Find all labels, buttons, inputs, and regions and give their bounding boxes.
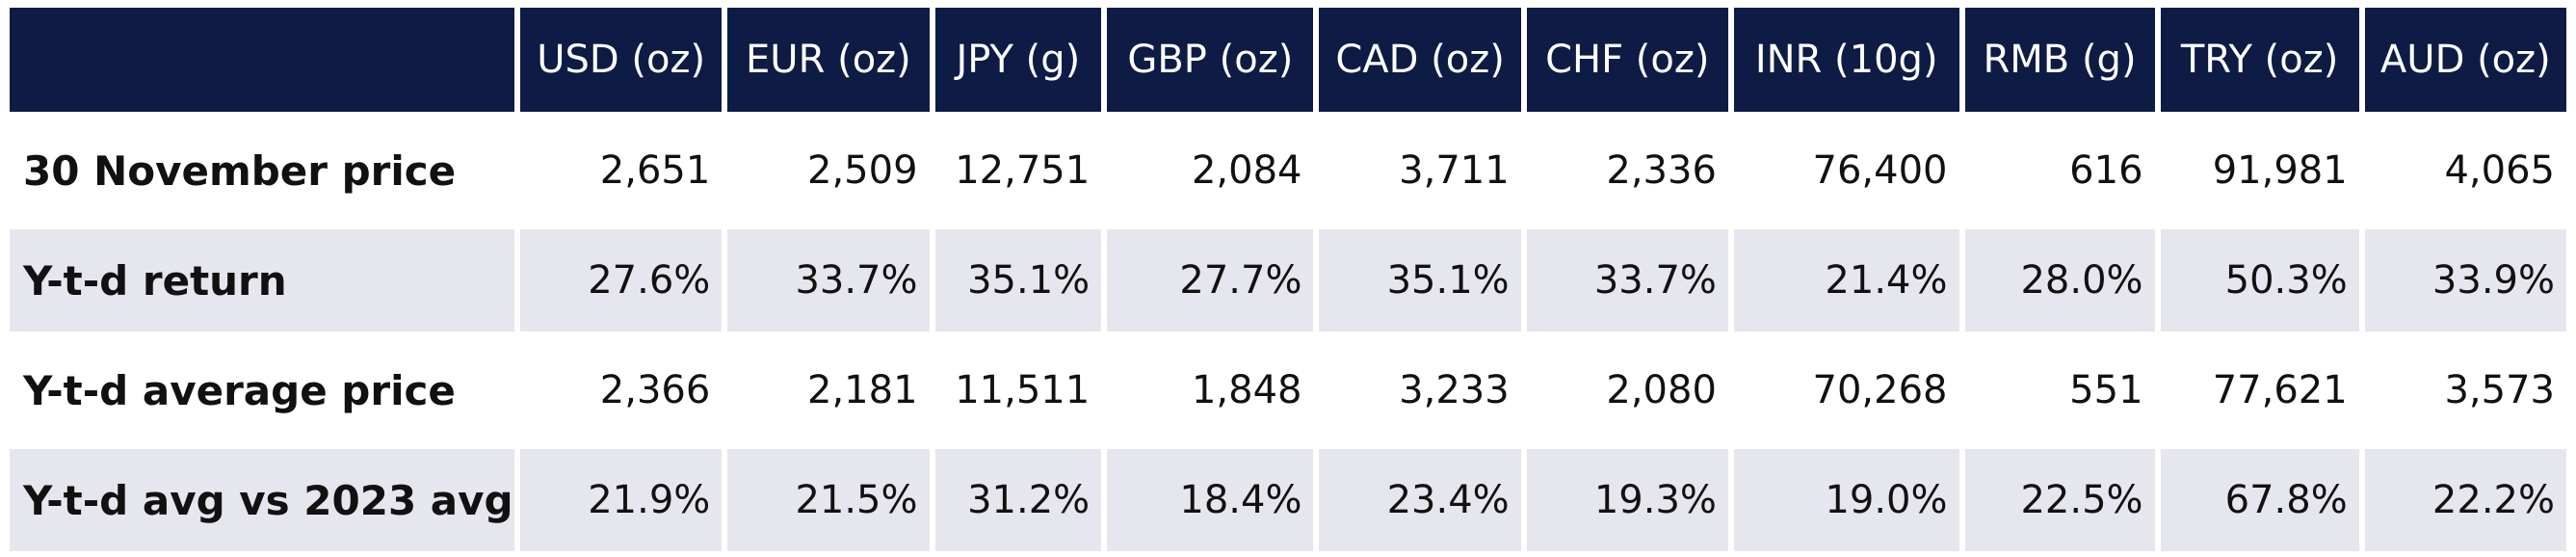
table-cell: 33.7% xyxy=(1526,229,1728,332)
table-cell: 27.6% xyxy=(520,229,723,332)
table-cell: 33.7% xyxy=(727,229,930,332)
table-cell: 1,848 xyxy=(1107,339,1314,441)
table-cell: 70,268 xyxy=(1733,339,1959,441)
column-header-aud: AUD (oz) xyxy=(2364,8,2566,112)
table-cell: 551 xyxy=(1964,339,2155,441)
table-cell: 19.0% xyxy=(1733,449,1959,551)
table-cell: 4,065 xyxy=(2364,119,2566,222)
table-cell: 21.5% xyxy=(727,449,930,551)
table-cell: 35.1% xyxy=(1319,229,1521,332)
table-cell: 23.4% xyxy=(1319,449,1521,551)
column-header-try: TRY (oz) xyxy=(2160,8,2359,112)
gold-price-table: USD (oz) EUR (oz) JPY (g) GBP (oz) CAD (… xyxy=(4,0,2572,557)
column-header-eur: EUR (oz) xyxy=(727,8,930,112)
table-cell: 27.7% xyxy=(1107,229,1314,332)
table-cell: 2,181 xyxy=(727,339,930,441)
table-cell: 67.8% xyxy=(2160,449,2359,551)
row-label: 30 November price xyxy=(10,119,515,222)
table-cell: 77,621 xyxy=(2160,339,2359,441)
table-cell: 11,511 xyxy=(934,339,1102,441)
table-cell: 12,751 xyxy=(934,119,1102,222)
table-cell: 50.3% xyxy=(2160,229,2359,332)
column-header-rmb: RMB (g) xyxy=(1964,8,2155,112)
table-cell: 3,573 xyxy=(2364,339,2566,441)
row-label: Y-t-d average price xyxy=(10,339,515,441)
corner-cell xyxy=(10,8,515,112)
table-cell: 21.4% xyxy=(1733,229,1959,332)
table-cell: 18.4% xyxy=(1107,449,1314,551)
table-cell: 3,233 xyxy=(1319,339,1521,441)
table-cell: 2,509 xyxy=(727,119,930,222)
table-cell: 21.9% xyxy=(520,449,723,551)
table-cell: 2,366 xyxy=(520,339,723,441)
table-cell: 2,080 xyxy=(1526,339,1728,441)
table-cell: 35.1% xyxy=(934,229,1102,332)
table-cell: 19.3% xyxy=(1526,449,1728,551)
table-row-ytd-avg-vs-2023: Y-t-d avg vs 2023 avg 21.9% 21.5% 31.2% … xyxy=(10,449,2566,551)
row-label: Y-t-d avg vs 2023 avg xyxy=(10,449,515,551)
column-header-usd: USD (oz) xyxy=(520,8,723,112)
table-cell: 3,711 xyxy=(1319,119,1521,222)
table-cell: 31.2% xyxy=(934,449,1102,551)
table-cell: 616 xyxy=(1964,119,2155,222)
row-label: Y-t-d return xyxy=(10,229,515,332)
header-row: USD (oz) EUR (oz) JPY (g) GBP (oz) CAD (… xyxy=(10,8,2566,112)
table-row-ytd-average-price: Y-t-d average price 2,366 2,181 11,511 1… xyxy=(10,339,2566,441)
table-cell: 76,400 xyxy=(1733,119,1959,222)
column-header-cad: CAD (oz) xyxy=(1319,8,1521,112)
table-cell: 2,336 xyxy=(1526,119,1728,222)
table-cell: 22.2% xyxy=(2364,449,2566,551)
table-cell: 28.0% xyxy=(1964,229,2155,332)
column-header-jpy: JPY (g) xyxy=(934,8,1102,112)
column-header-gbp: GBP (oz) xyxy=(1107,8,1314,112)
table-row-november-price: 30 November price 2,651 2,509 12,751 2,0… xyxy=(10,119,2566,222)
table-cell: 33.9% xyxy=(2364,229,2566,332)
column-header-inr: INR (10g) xyxy=(1733,8,1959,112)
table-cell: 22.5% xyxy=(1964,449,2155,551)
column-header-chf: CHF (oz) xyxy=(1526,8,1728,112)
table-row-ytd-return: Y-t-d return 27.6% 33.7% 35.1% 27.7% 35.… xyxy=(10,229,2566,332)
table-cell: 2,084 xyxy=(1107,119,1314,222)
table-cell: 2,651 xyxy=(520,119,723,222)
table-cell: 91,981 xyxy=(2160,119,2359,222)
